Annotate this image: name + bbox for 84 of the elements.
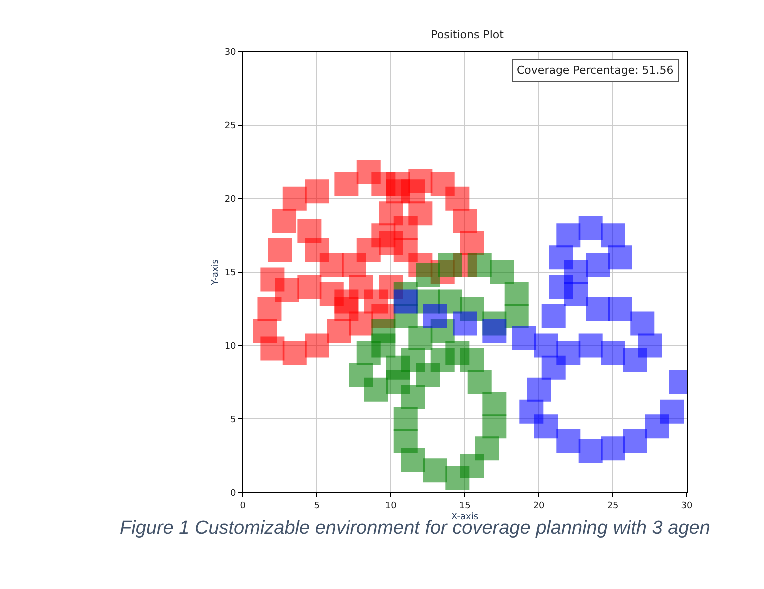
point — [578, 440, 603, 464]
point — [394, 290, 418, 314]
point — [542, 304, 566, 328]
point — [282, 341, 307, 366]
point — [423, 304, 448, 328]
point — [623, 429, 648, 454]
y-tick-label: 10 — [224, 342, 237, 352]
point — [482, 319, 507, 344]
point — [601, 436, 626, 461]
point — [305, 334, 330, 358]
point — [349, 312, 374, 336]
point — [408, 326, 433, 350]
point — [282, 186, 307, 211]
x-tick-label: 25 — [607, 501, 619, 512]
point — [504, 304, 529, 328]
y-tick-label: 25 — [224, 122, 236, 132]
point — [272, 208, 297, 233]
y-axis-title: Y-axis — [211, 259, 222, 286]
annotation: Coverage Percentage: 51.56 — [517, 64, 674, 77]
point — [394, 429, 418, 454]
point — [482, 392, 507, 417]
point — [468, 370, 492, 395]
point — [401, 180, 426, 204]
point — [468, 253, 492, 278]
y-tick-label: 5 — [230, 415, 236, 426]
point — [608, 246, 632, 270]
x-tick-label: 10 — [385, 501, 398, 512]
point — [416, 263, 440, 288]
point — [453, 208, 478, 233]
point — [453, 312, 478, 336]
point — [364, 378, 388, 402]
point — [630, 312, 655, 336]
point — [475, 436, 500, 461]
point — [334, 172, 359, 196]
point — [623, 348, 648, 372]
point — [423, 458, 448, 483]
point — [446, 186, 470, 211]
point — [586, 253, 610, 278]
point — [660, 400, 684, 424]
point — [334, 290, 359, 314]
point — [258, 297, 282, 322]
point — [438, 253, 462, 278]
point — [260, 268, 285, 292]
point — [372, 334, 396, 358]
x-tick-label: 30 — [681, 501, 694, 512]
chart-title: Positions Plot — [431, 28, 505, 42]
point — [490, 260, 514, 284]
point — [601, 341, 626, 366]
point — [460, 230, 484, 255]
point — [394, 407, 418, 432]
point — [586, 297, 610, 322]
y-tick-label: 15 — [224, 268, 236, 279]
point — [460, 348, 484, 372]
point — [578, 216, 603, 240]
point — [298, 219, 322, 244]
y-tick-label: 20 — [224, 195, 237, 206]
x-tick-label: 20 — [533, 501, 546, 512]
point — [408, 202, 433, 226]
point — [512, 326, 536, 350]
point — [298, 275, 322, 300]
x-tick-label: 0 — [240, 501, 246, 512]
y-tick-label: 30 — [224, 48, 237, 58]
point — [578, 334, 603, 358]
point — [564, 282, 588, 306]
point — [401, 385, 426, 410]
point — [534, 414, 558, 439]
point — [556, 224, 581, 248]
point — [564, 260, 588, 284]
point — [504, 282, 529, 306]
x-tick-label: 15 — [459, 501, 471, 512]
point — [268, 238, 292, 262]
point — [260, 336, 285, 361]
point — [482, 414, 507, 439]
point — [601, 224, 626, 248]
point — [446, 466, 470, 490]
point — [305, 180, 330, 204]
point — [556, 429, 581, 454]
y-tick-label: 0 — [230, 488, 237, 499]
point — [527, 378, 552, 402]
x-axis-title: X-axis — [452, 512, 479, 522]
point — [542, 356, 566, 380]
point — [608, 297, 632, 322]
x-tick-label: 5 — [314, 501, 320, 512]
point — [386, 356, 410, 380]
